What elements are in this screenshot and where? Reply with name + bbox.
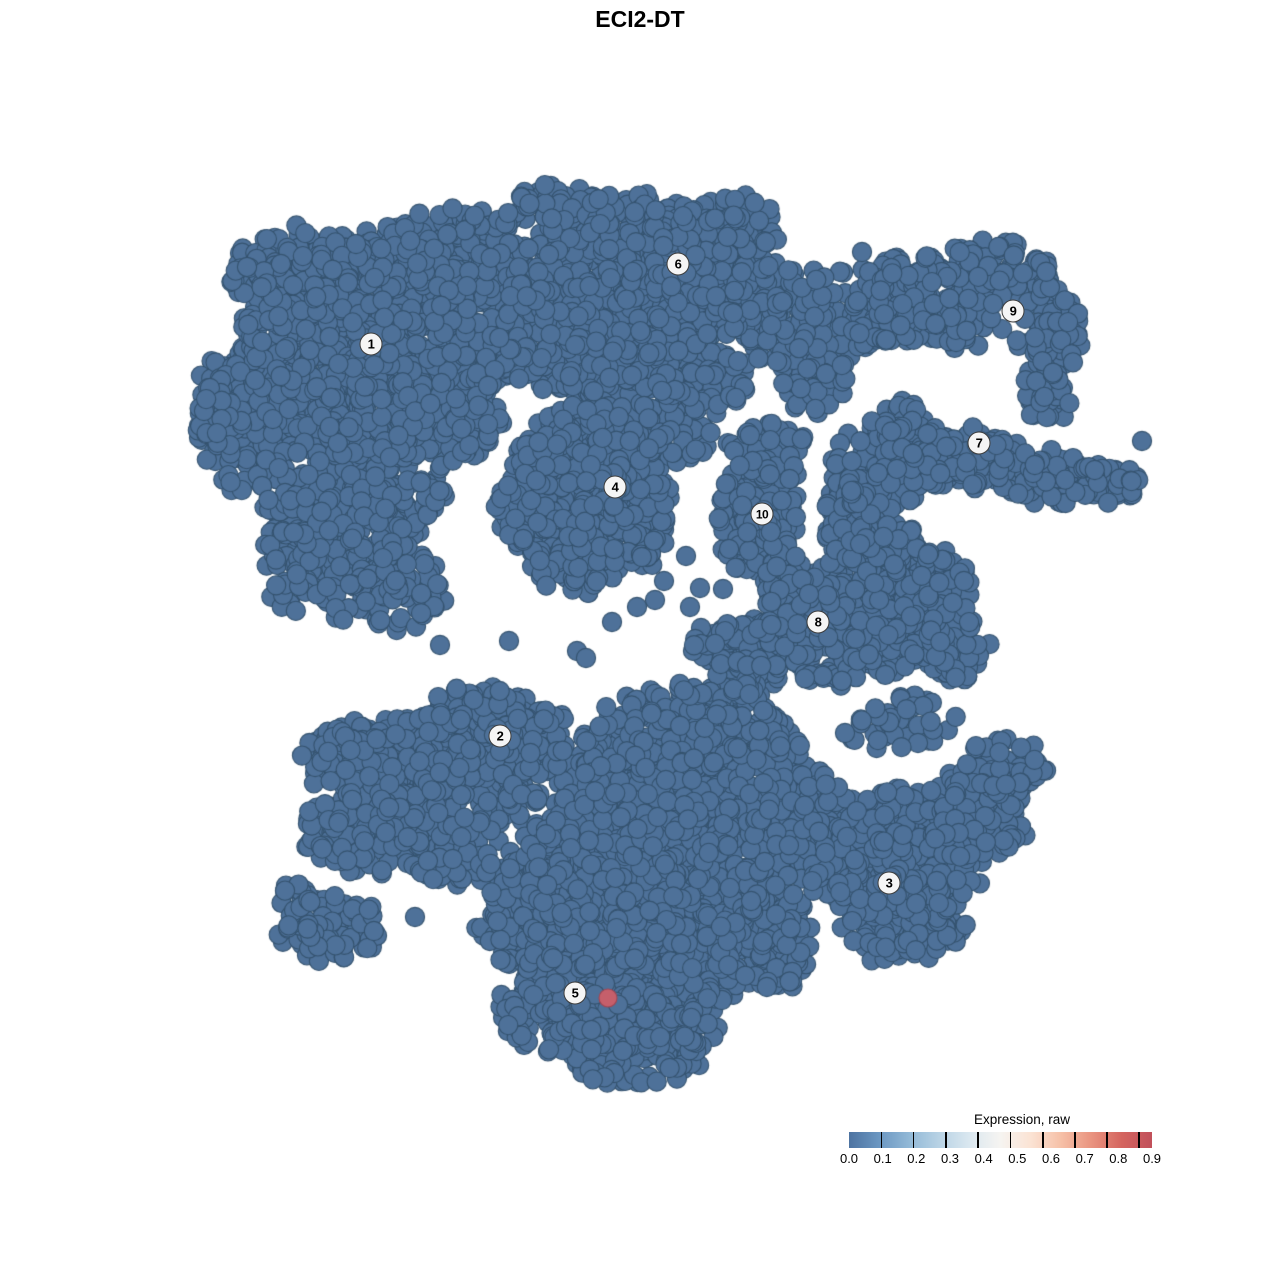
legend-tick: [977, 1132, 979, 1148]
legend-tick-label: 0.2: [907, 1151, 926, 1166]
legend-tick: [1106, 1132, 1108, 1148]
plot-title: ECI2-DT: [595, 6, 685, 32]
cluster-label-9: 9: [1001, 299, 1025, 323]
legend-tick: [945, 1132, 947, 1148]
legend-tick-label: 0.1: [873, 1151, 892, 1166]
legend-tick: [1009, 1132, 1012, 1148]
cluster-label-3: 3: [877, 871, 901, 895]
legend-tick: [1042, 1132, 1044, 1148]
legend-tick-label: 0.5: [1008, 1151, 1027, 1166]
legend-tick-label: 0.4: [974, 1151, 993, 1166]
cluster-label-7: 7: [967, 431, 991, 455]
cluster-label-8: 8: [806, 610, 830, 634]
cluster-label-2: 2: [488, 724, 512, 748]
legend-gradient-bar: [849, 1132, 1152, 1148]
legend-tick: [880, 1132, 883, 1148]
legend-tick-label: 0.7: [1075, 1151, 1094, 1166]
legend-tick: [1074, 1132, 1076, 1148]
legend-tick-label: 0.6: [1041, 1151, 1061, 1166]
cluster-label-1: 1: [359, 332, 383, 356]
legend-tick-label: 0.0: [839, 1151, 859, 1166]
cluster-label-5: 5: [563, 981, 587, 1005]
cluster-label-4: 4: [603, 475, 627, 499]
legend-title: Expression, raw: [973, 1112, 1071, 1127]
cluster-label-6: 6: [666, 252, 690, 276]
legend-tick-label: 0.3: [940, 1151, 960, 1166]
legend-tick: [1138, 1132, 1140, 1148]
cluster-label-10: 10: [750, 502, 774, 526]
legend-tick: [912, 1132, 915, 1148]
legend-tick-label: 0.8: [1109, 1151, 1128, 1166]
legend-tick-label: 0.9: [1142, 1151, 1162, 1166]
